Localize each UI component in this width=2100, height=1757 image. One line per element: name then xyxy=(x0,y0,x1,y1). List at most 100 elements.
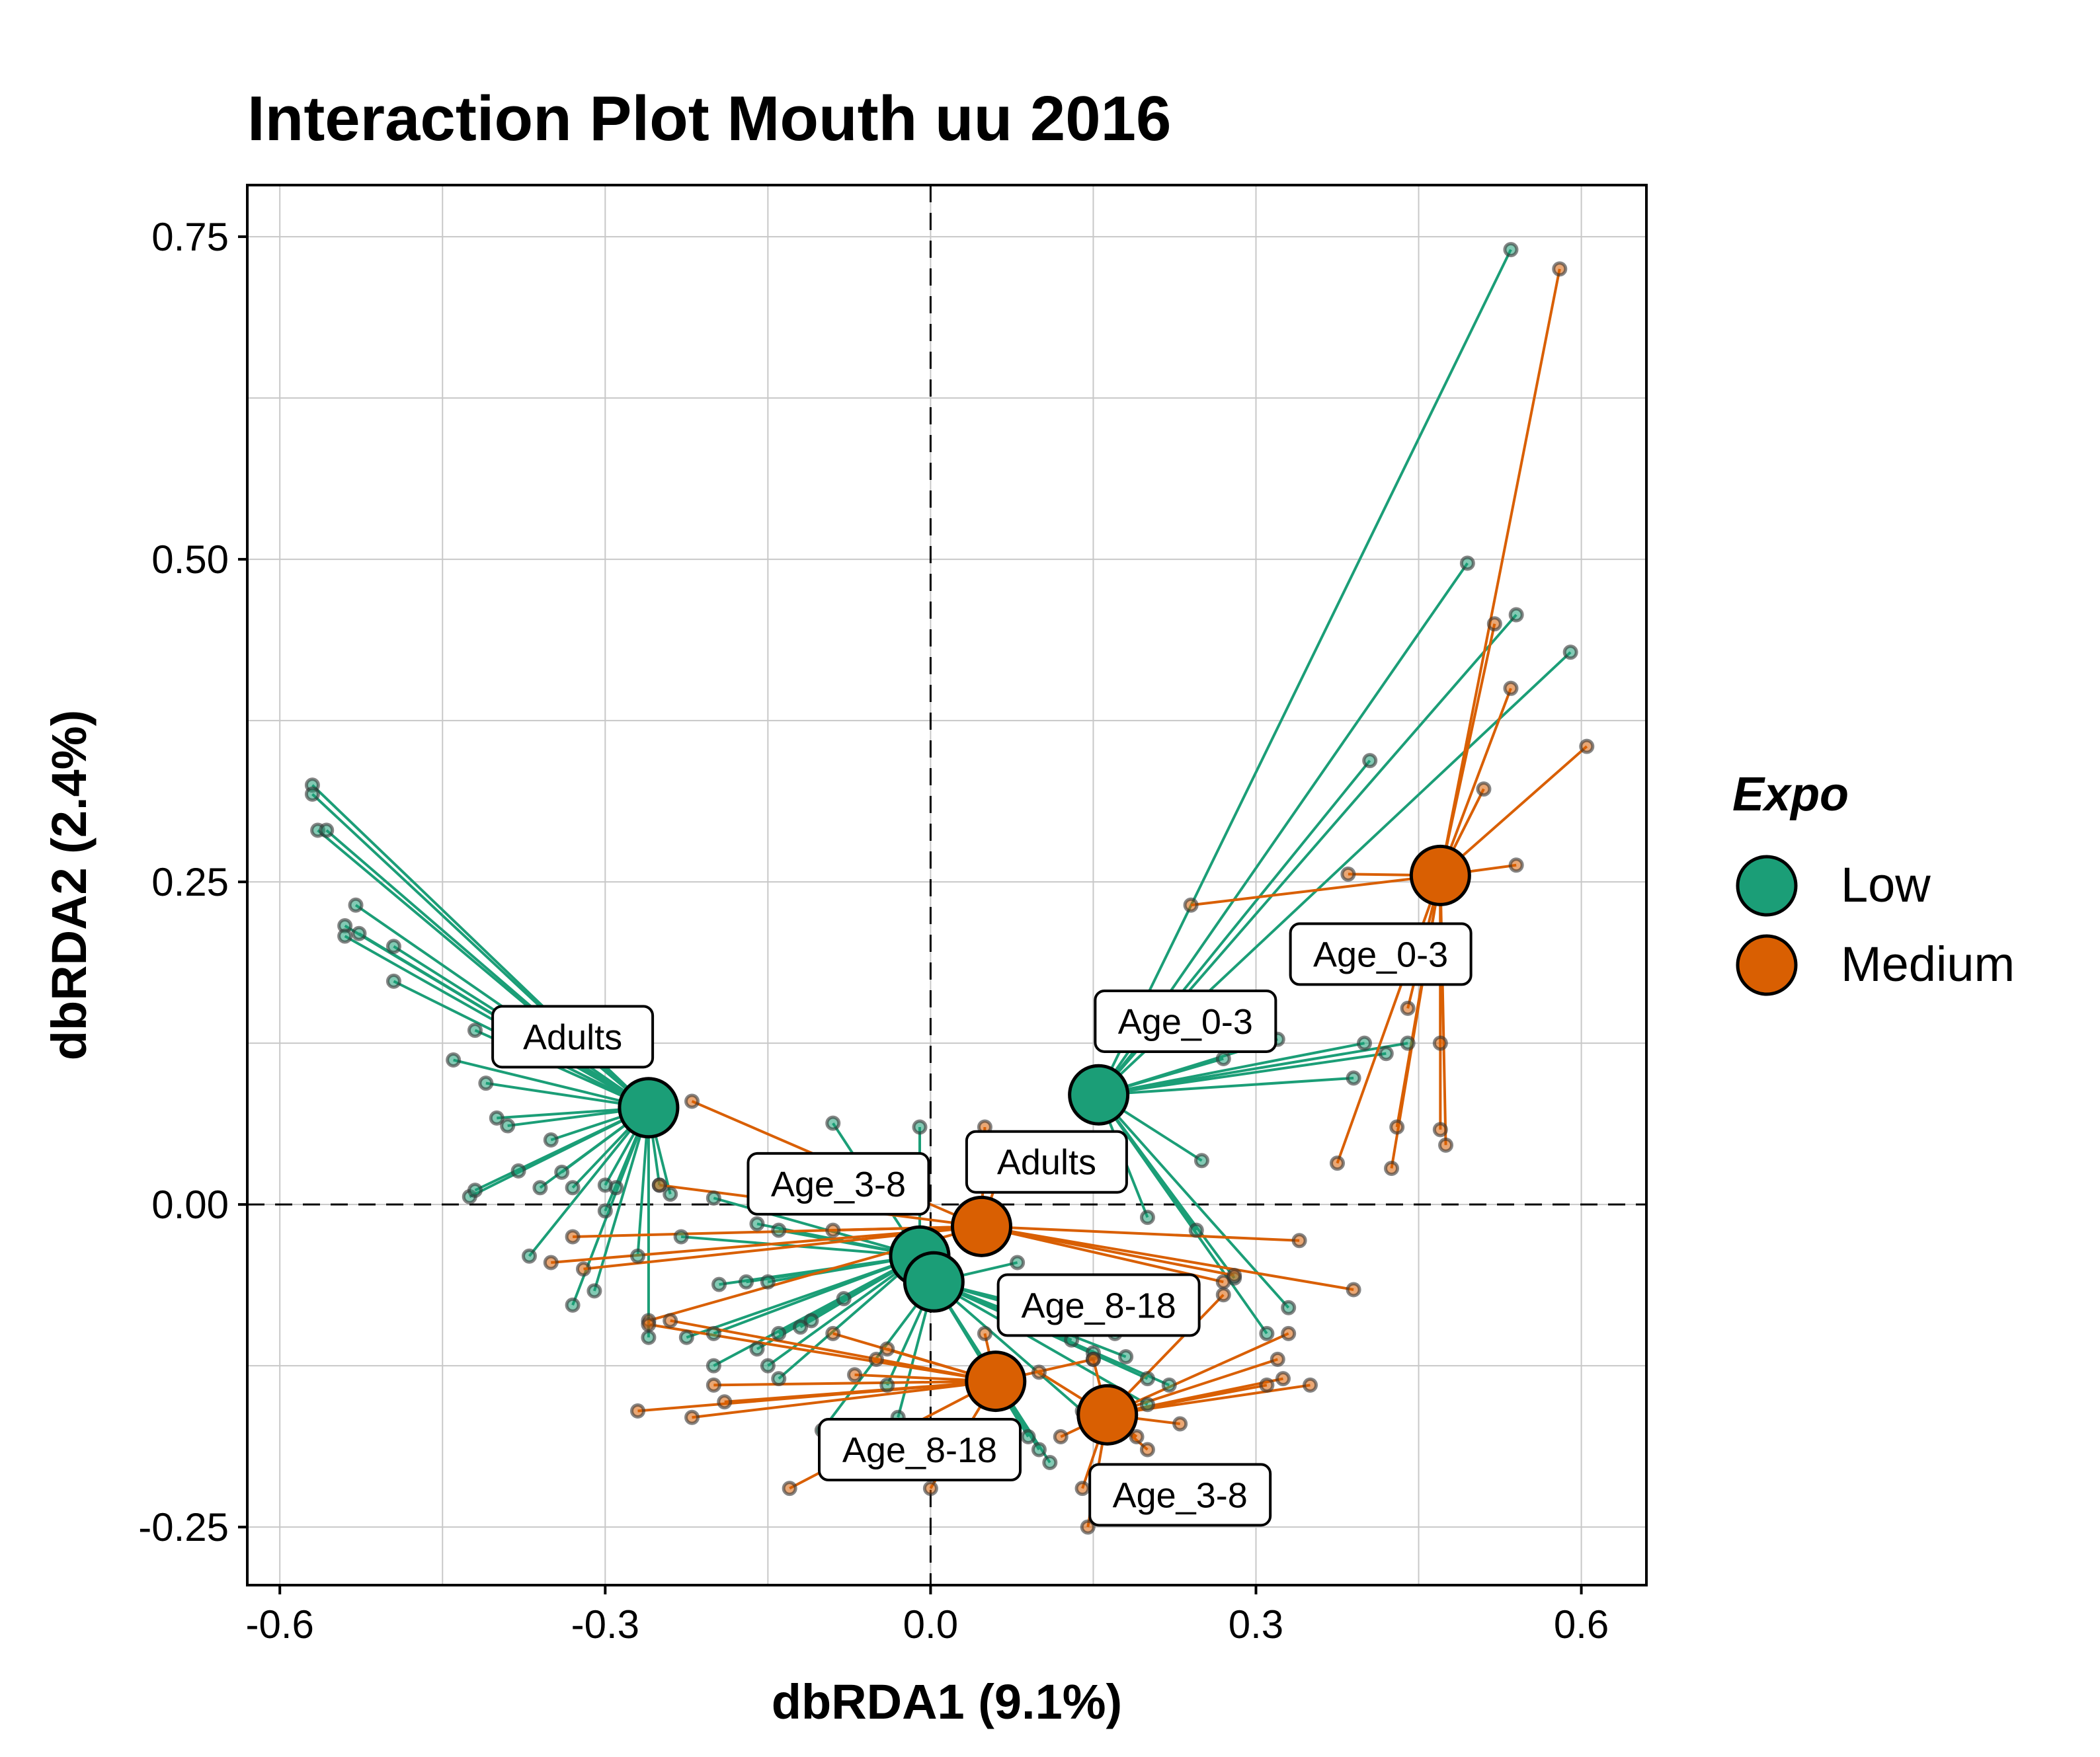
segment xyxy=(724,1380,996,1403)
sample-point xyxy=(1384,1160,1400,1176)
sample-point xyxy=(597,1203,613,1219)
sample-point xyxy=(446,1052,462,1068)
sample-point xyxy=(684,1409,700,1425)
sample-point xyxy=(1438,1137,1454,1153)
y-axis-title: dbRDA2 (2.4%) xyxy=(42,710,97,1060)
sample-point xyxy=(1270,1351,1285,1367)
sample-point xyxy=(630,1248,646,1264)
sample-point xyxy=(1378,1046,1394,1062)
label-box-rect xyxy=(1289,922,1473,986)
sample-point xyxy=(673,1229,689,1245)
segment xyxy=(981,1225,1235,1277)
sample-point xyxy=(1400,1035,1416,1051)
sample-point xyxy=(532,1180,548,1196)
label-box-rect xyxy=(965,1130,1128,1194)
sample-point xyxy=(1188,1222,1204,1238)
centroid xyxy=(1068,1064,1130,1126)
legend: Expo Low Medium xyxy=(1732,768,2015,996)
sample-point xyxy=(1139,1442,1155,1458)
sample-point xyxy=(575,1261,591,1277)
segment xyxy=(1190,874,1441,907)
sample-point xyxy=(467,1183,483,1198)
centroid xyxy=(903,1251,965,1313)
segment xyxy=(1439,687,1512,877)
sample-point xyxy=(922,1481,938,1497)
sample-point xyxy=(500,1118,516,1134)
segment xyxy=(528,1107,650,1257)
sample-point xyxy=(749,1341,765,1357)
sample-point xyxy=(1161,1377,1177,1393)
sample-point xyxy=(1215,1287,1231,1303)
sample-point xyxy=(630,1403,646,1419)
sample-point xyxy=(771,1371,787,1387)
segment xyxy=(1107,1384,1311,1417)
sample-point xyxy=(706,1377,721,1393)
sample-point xyxy=(1139,1210,1155,1226)
sample-point xyxy=(678,1329,694,1345)
sample-point xyxy=(868,1351,884,1367)
sample-point xyxy=(1193,1153,1209,1169)
sample-point xyxy=(554,1164,570,1180)
sample-point xyxy=(1508,607,1524,623)
sample-point xyxy=(803,1313,819,1329)
label-box-rect xyxy=(996,1273,1201,1337)
sample-point xyxy=(717,1394,733,1410)
sample-point xyxy=(337,928,353,944)
sample-point xyxy=(1432,1122,1448,1138)
legend-item-low: Low xyxy=(1736,855,1931,917)
points xyxy=(304,242,1595,1535)
sample-point xyxy=(771,1222,787,1238)
sample-point xyxy=(385,973,401,989)
sample-point xyxy=(1172,1416,1188,1432)
segment xyxy=(713,1380,996,1387)
sample-point xyxy=(1562,644,1578,660)
label-text: Age_3-8 xyxy=(771,1165,906,1204)
segment xyxy=(1439,875,1447,1146)
sample-point xyxy=(1020,1429,1036,1445)
sample-point xyxy=(684,1093,700,1109)
x-tick-label: 0.0 xyxy=(903,1602,958,1647)
sample-point xyxy=(663,1313,678,1329)
sample-point xyxy=(1330,1155,1346,1171)
sample-point xyxy=(1139,1397,1155,1413)
axes: -0.6 -0.3 0.0 0.3 0.6 -0.25 0.00 0.25 0.50 0.75 xyxy=(138,215,1609,1647)
sample-point xyxy=(771,1325,787,1341)
legend-swatch-low xyxy=(1736,855,1798,917)
reference-lines xyxy=(247,185,1646,1585)
sample-point xyxy=(351,925,367,941)
label-box: Age_8-18 xyxy=(996,1273,1201,1337)
sample-point xyxy=(825,1222,841,1238)
segment xyxy=(981,1225,1354,1291)
y-tick-label: 0.25 xyxy=(151,860,229,904)
label-box-rect xyxy=(1088,1463,1272,1527)
segment xyxy=(1098,1076,1354,1097)
sample-point xyxy=(1118,1348,1134,1364)
label-text: Age_8-18 xyxy=(842,1430,997,1470)
sample-point xyxy=(1080,1519,1096,1535)
sample-point xyxy=(565,1229,581,1245)
sample-point xyxy=(1291,1233,1307,1249)
label-box: Age_0-3 xyxy=(1289,922,1473,986)
sample-point xyxy=(597,1177,613,1193)
sample-point xyxy=(1508,857,1524,873)
segment xyxy=(1106,1332,1289,1417)
sample-point xyxy=(663,1187,678,1202)
y-tick-label: 0.00 xyxy=(151,1183,229,1227)
segment xyxy=(778,1255,921,1380)
x-axis-title: dbRDA1 (9.1%) xyxy=(772,1674,1122,1729)
sample-point xyxy=(782,1481,797,1497)
sample-point xyxy=(543,1255,559,1270)
sample-point xyxy=(1459,555,1475,571)
sample-point xyxy=(467,1023,483,1038)
sample-point xyxy=(1215,1051,1231,1067)
sample-point xyxy=(836,1291,852,1307)
sample-point xyxy=(641,1329,657,1345)
label-text: Age_0-3 xyxy=(1313,935,1448,974)
centroid xyxy=(1076,1384,1139,1446)
centroid xyxy=(950,1195,1012,1257)
centroids xyxy=(618,844,1471,1446)
sample-point xyxy=(749,1216,765,1231)
sample-point xyxy=(1183,897,1199,913)
label-text: Adults xyxy=(997,1143,1096,1183)
